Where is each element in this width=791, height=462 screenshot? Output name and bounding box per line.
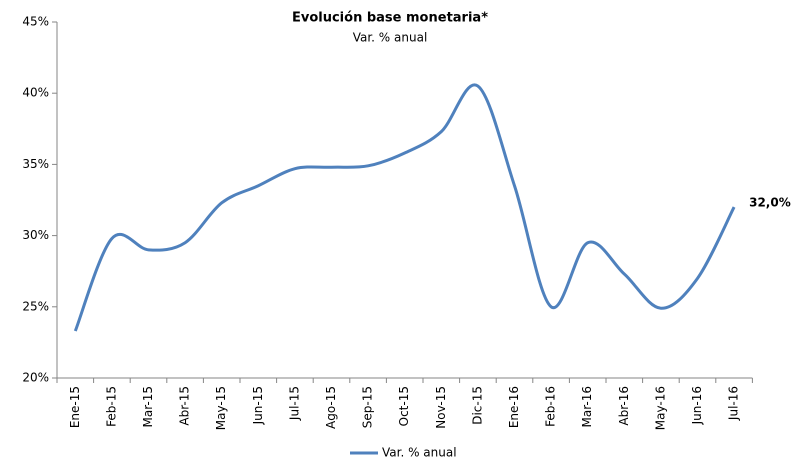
y-tick-label: 30% [22,228,49,242]
x-tick-label: Jun-16 [690,386,704,425]
x-tick-label: May-16 [653,386,667,430]
y-tick-label: 25% [22,299,49,313]
x-tick-label: May-15 [214,386,228,430]
x-tick-label: Oct-15 [397,386,411,426]
y-tick-label: 35% [22,157,49,171]
x-tick-label: Mar-16 [580,386,594,427]
x-tick-label: Sep-15 [361,386,375,428]
x-tick-label: Dic-15 [470,386,484,425]
line-series [73,83,736,332]
x-tick-label: Ago-15 [324,386,338,429]
y-tick-label: 20% [22,371,49,385]
y-tick-label: 40% [22,86,49,100]
data-label: 32,0% [749,196,791,210]
x-tick-label: Jun-15 [251,386,265,425]
x-tick-label: Ene-15 [68,386,82,428]
x-tick-label: Feb-15 [104,386,118,427]
x-tick-label: Mar-15 [141,386,155,427]
y-tick-label: 45% [22,15,49,29]
x-tick-label: Jul-15 [287,386,301,421]
x-tick-label: Abr-15 [178,386,192,426]
x-tick-label: Jul-16 [727,386,741,421]
x-tick-label: Nov-15 [434,386,448,429]
x-tick-label: Feb-16 [544,386,558,427]
chart-subtitle: Var. % anual [353,31,428,45]
x-tick-label: Ene-16 [507,386,521,428]
legend-label: Var. % anual [382,446,457,460]
x-tick-label: Abr-16 [617,386,631,426]
chart-title: Evolución base monetaria* [292,11,488,26]
